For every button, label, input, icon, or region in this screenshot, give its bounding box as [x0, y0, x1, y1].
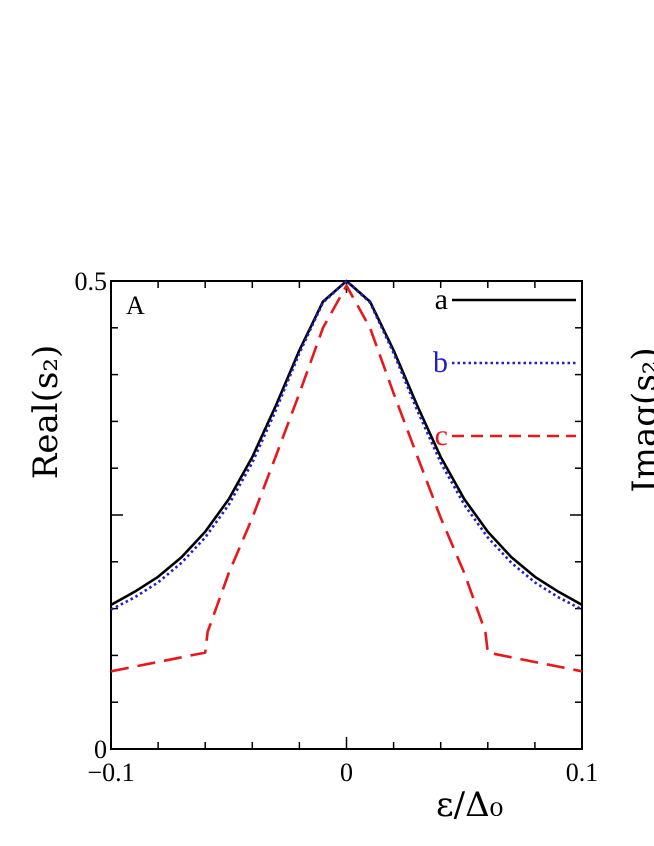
- legend: ab c: [433, 283, 576, 452]
- series-lines: [110, 279, 583, 673]
- series-line-c: [110, 284, 583, 673]
- series-line-b: [110, 279, 583, 611]
- right-panel-y-axis-label: Imag(s₂): [625, 347, 654, 492]
- legend-label-a: a: [435, 283, 448, 316]
- plot-area: ab c: [110, 279, 583, 750]
- axis-ticks: [110, 280, 583, 750]
- x-tick-label: −0.1: [87, 758, 134, 787]
- plot-frame: [110, 280, 583, 750]
- x-tick-label: 0: [340, 758, 353, 787]
- y-tick-label: 0.5: [75, 267, 108, 296]
- panel-label: A: [126, 291, 145, 320]
- series-line-a: [110, 279, 583, 607]
- x-axis-label: ε/Δ₀: [436, 785, 503, 825]
- legend-label-c: c: [435, 419, 448, 452]
- y-axis-label: Real(s₂): [26, 345, 66, 479]
- x-tick-label: 0.1: [566, 758, 599, 787]
- y-tick-label: 0: [94, 735, 107, 764]
- legend-label-b: b: [433, 346, 448, 379]
